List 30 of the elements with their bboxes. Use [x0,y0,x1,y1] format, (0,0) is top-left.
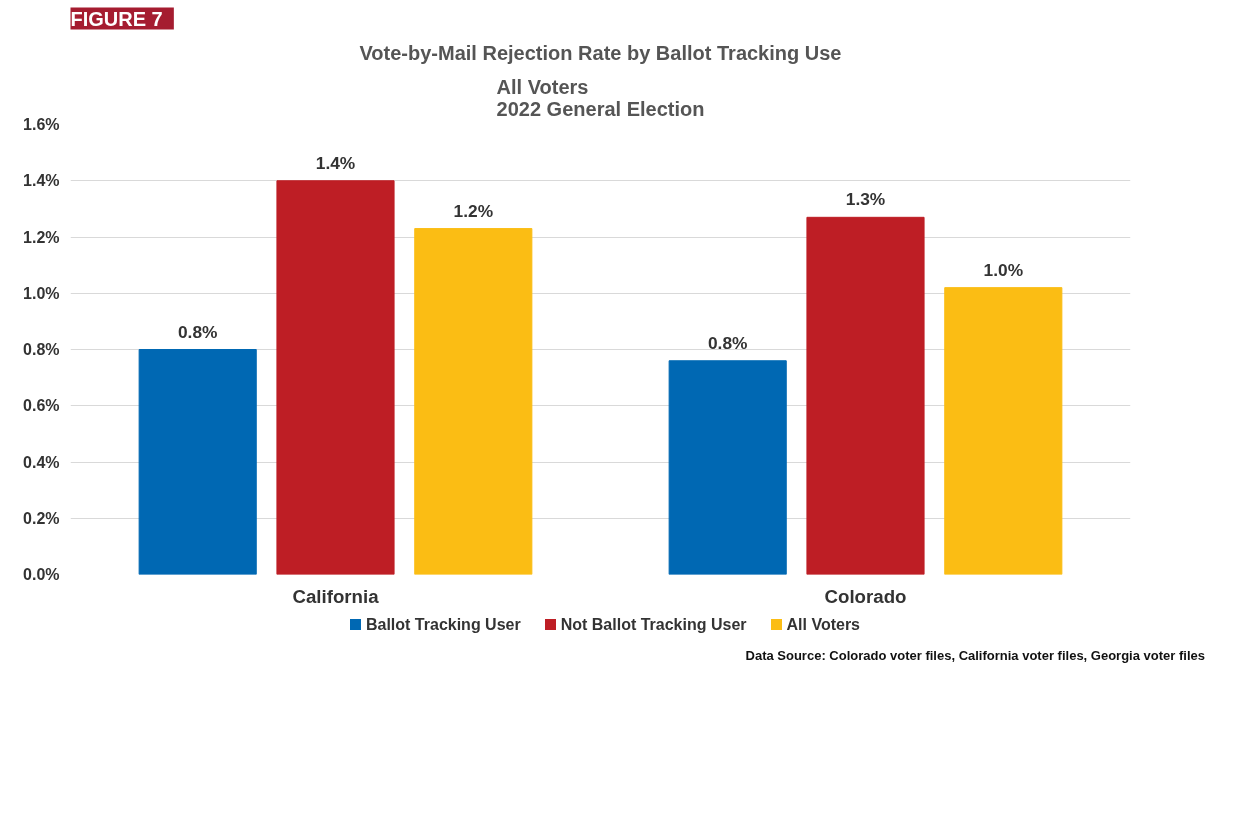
y-tick-label: 0.0% [23,566,60,583]
chart-subtitle: All Voters 2022 General Election [496,75,705,120]
bar [944,287,1063,575]
legend-label: Ballot Tracking User [364,616,521,633]
data-label: 1.4% [315,152,356,173]
y-tick-label: 0.4% [23,453,60,471]
data-label: 1.3% [845,189,886,210]
data-label: 1.2% [453,200,494,221]
chart-title: Vote-by-Mail Rejection Rate by Ballot Tracking Use [359,41,842,64]
data-label: 0.8% [177,321,218,342]
y-tick-label: 1.6% [23,116,60,133]
bar [806,216,925,575]
caption: FIGURE 7 [70,7,163,30]
bar [138,349,257,575]
x-tick-label: California [292,585,380,607]
bar [414,228,533,575]
y-tick-label: 1.4% [23,172,60,190]
x-tick-label: Colorado [824,585,907,607]
y-tick-label: 0.8% [23,341,60,358]
source-note: Data Source: Colorado voter files, California voter files, Georgia voter files [745,646,1205,665]
y-tick-label: 1.0% [23,284,60,302]
y-tick-label: 0.6% [23,397,60,415]
legend-label: Not Ballot Tracking User [559,616,747,633]
data-label: 1.0% [983,259,1024,280]
y-tick-label: 1.2% [23,228,60,246]
legend-label: All Voters [785,616,861,633]
y-tick-label: 0.2% [23,509,60,527]
bar [276,180,395,575]
data-label: 0.8% [707,332,748,353]
bar [668,360,787,575]
